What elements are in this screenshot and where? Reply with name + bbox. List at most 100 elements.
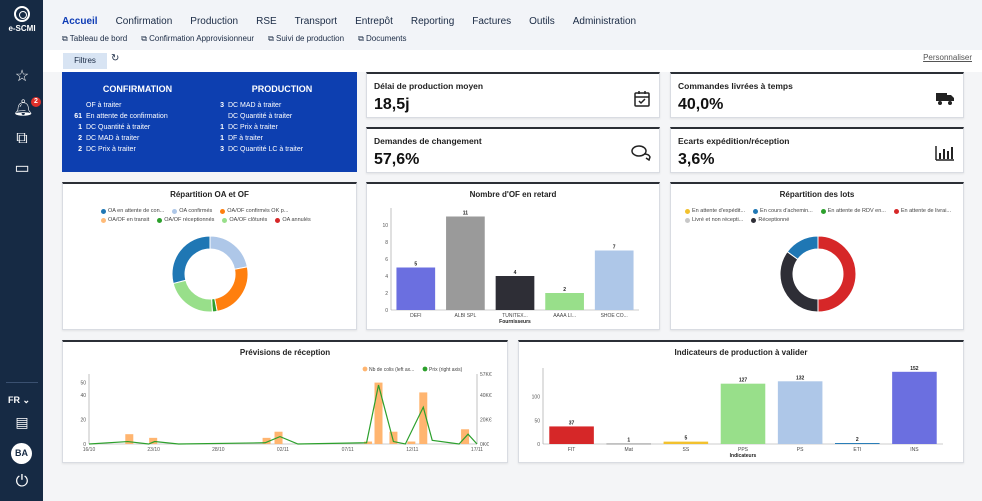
menu-item-entrepot[interactable]: Entrepôt [355,16,393,27]
chart-card-reception-forecast: Prévisions de réception 0 20 40 50 0K€ 20K€ 40… [62,340,508,463]
legend-item[interactable]: En attente de livrai... [893,208,951,214]
truck-icon [935,90,955,111]
star-icon[interactable]: ☆ [14,68,30,85]
pie-slice[interactable] [171,235,211,285]
pie-slice[interactable] [817,235,857,313]
bar[interactable] [149,437,158,444]
refresh-icon[interactable]: ↻ [111,53,120,64]
summary-row[interactable]: 1 DF à traiter [220,135,264,142]
legend-dot [422,366,428,372]
menu-item-factures[interactable]: Factures [472,16,512,27]
legend-item[interactable]: OA/OF clôturés [222,217,267,223]
calendar-check-icon [633,90,651,113]
menu-item-accueil[interactable]: Accueil [62,16,98,27]
keyboard-icon[interactable]: ▤ [15,414,29,430]
chat-icon [631,145,651,166]
bar[interactable] [364,441,373,444]
summary-row[interactable]: 61 En attente de confirmation [74,113,168,120]
legend-item[interactable]: OA/OF en transit [101,217,149,223]
kpi-card-shipping-gap[interactable]: Ecarts expédition/réception 3,6% [670,127,964,173]
bar[interactable] [495,276,535,310]
submenu-documents[interactable]: Documents [358,34,406,44]
kpi-card-change-requests[interactable]: Demandes de changement 57,6% [366,127,660,173]
summary-row[interactable]: 3 DC Quantité LC à traiter [220,146,304,153]
bar[interactable] [389,431,398,444]
menu-item-rse[interactable]: RSE [256,16,277,27]
chart-title: Indicateurs de production à valider [674,348,808,357]
main-menu: Accueil Confirmation Production RSE Tran… [62,16,654,27]
bell-icon[interactable]: 🔔︎ [13,100,34,117]
pie-slice[interactable] [214,266,249,312]
summary-row[interactable]: 2 DC MAD à traiter [78,135,140,142]
copy-icon[interactable]: ⧉ [16,130,28,147]
power-icon[interactable]: ⏻ [15,473,29,490]
menu-item-outils[interactable]: Outils [529,16,555,27]
submenu-confirmation-approvisionneur[interactable]: Confirmation Approvisionneur [141,34,254,44]
bar[interactable] [606,443,651,445]
submenu-suivi-de-production[interactable]: Suivi de production [268,34,344,44]
legend-item[interactable]: Réceptionné [751,217,789,223]
bar[interactable] [663,441,709,444]
filters-button[interactable]: Filtres [63,53,107,69]
price-line[interactable] [88,384,478,445]
menu-item-confirmation[interactable]: Confirmation [115,16,173,27]
legend-item[interactable]: Livré et non récepti... [685,217,743,223]
bar[interactable] [549,426,594,444]
pie-slice[interactable] [209,235,248,270]
summary-row[interactable]: DC Quantité à traiter [228,113,293,120]
menu-item-reporting[interactable]: Reporting [410,16,455,27]
summary-row[interactable]: 1 DC Prix à traiter [220,124,278,131]
bar[interactable] [594,250,634,311]
x-tick-label: 28/10 [212,447,225,453]
summary-row[interactable]: 3 DC MAD à traiter [220,102,282,109]
bar[interactable] [419,392,428,444]
bar[interactable] [262,437,271,444]
bar-value-label: 7 [613,245,616,251]
logo[interactable]: e-SCMI [6,6,38,33]
legend-item[interactable]: En attente de RDV en... [820,208,886,214]
bar[interactable] [720,383,766,444]
menu-item-administration[interactable]: Administration [572,16,637,27]
legend-label[interactable]: Prix (right axis) [429,367,463,373]
note-icon[interactable]: ▭ [14,160,30,177]
menu-item-production[interactable]: Production [190,16,239,27]
legend-item[interactable]: OA/OF confirmés OK p... [220,208,288,214]
summary-row[interactable]: 2 DC Prix à traiter [78,146,136,153]
bar[interactable] [777,381,823,444]
legend-dot [222,217,228,223]
kpi-card-on-time-delivery[interactable]: Commandes livrées à temps 40,0% [670,72,964,118]
legend-item[interactable]: OA annulés [275,217,311,223]
kpi-card-production-delay[interactable]: Délai de production moyen 18,5j [366,72,660,118]
bar[interactable] [545,293,584,310]
bar[interactable] [835,443,880,444]
category-label: DEFI [410,313,421,319]
bar[interactable] [446,216,485,311]
legend-item[interactable]: OA/OF réceptionnés [157,217,214,223]
pie-slice[interactable] [779,250,819,313]
legend-item[interactable]: En attente d'expédit... [685,208,745,214]
legend-label: En cours d'achemin... [760,208,813,214]
submenu-tableau-de-bord[interactable]: Tableau de bord [62,34,127,44]
bar[interactable] [892,371,937,444]
bar[interactable] [374,382,383,444]
summary-row[interactable]: 1 DC Quantité à traiter [78,124,151,131]
pie-slice[interactable] [786,235,819,261]
legend-label: OA/OF confirmés OK p... [227,208,289,214]
chart-title: Répartition des lots [779,190,855,199]
chart-card-late-of: Nombre d'OF en retard 0 2 4 6 8 10 5 DEFI 11 ALBI… [366,182,660,330]
legend-item[interactable]: OA en attente de con... [101,208,164,214]
avatar[interactable]: BA [11,443,32,464]
menu-item-transport[interactable]: Transport [294,16,338,27]
bar[interactable] [396,267,436,311]
customize-link[interactable]: Personnaliser [923,53,972,62]
legend-item[interactable]: En cours d'achemin... [753,208,813,214]
legend-label[interactable]: Nb de colis (left ax... [369,367,414,373]
pie-slice[interactable] [172,279,213,313]
bar[interactable] [125,434,134,444]
language-selector[interactable]: FR ⌄ [8,395,30,406]
bar[interactable] [407,441,416,444]
donut-chart [779,235,857,313]
chart-card-oa-of: Répartition OA et OF OA en attente de co… [62,182,357,330]
legend-item[interactable]: OA confirmés [172,208,212,214]
summary-row[interactable]: OF à traiter [86,102,122,109]
